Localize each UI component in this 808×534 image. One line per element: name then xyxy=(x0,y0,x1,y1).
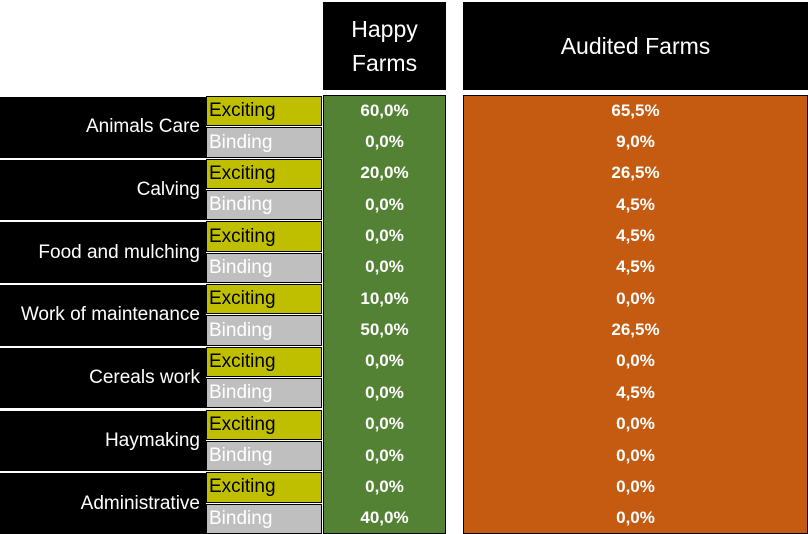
happy-value-cell: 0,0% xyxy=(365,445,404,465)
audited-value-cell: 9,0% xyxy=(616,132,655,152)
exciting-label: Exciting xyxy=(206,284,322,315)
binding-label: Binding xyxy=(206,503,322,534)
binding-label: Binding xyxy=(206,252,322,284)
happy-value-cell: 0,0% xyxy=(365,226,404,246)
audited-value-cell: 26,5% xyxy=(611,163,660,183)
exciting-label: Exciting xyxy=(206,346,322,378)
binding-label: Binding xyxy=(206,440,322,472)
happy-value-cell: 60,0% xyxy=(360,100,409,120)
exciting-label: Exciting xyxy=(206,472,322,503)
category-label: Cereals work xyxy=(0,345,206,409)
happy-value-cell: 0,0% xyxy=(365,351,404,371)
binding-label: Binding xyxy=(206,315,322,346)
category-label: Haymaking xyxy=(0,408,206,472)
happy-value-cell: 20,0% xyxy=(360,163,409,183)
binding-label: Binding xyxy=(206,190,322,221)
category-label: Work of maintenance xyxy=(0,283,206,346)
category-label: Animals Care xyxy=(0,95,206,158)
happy-farms-header-label: Happy Farms xyxy=(351,16,418,76)
audited-value-cell: 0,0% xyxy=(616,445,655,465)
category-label: Calving xyxy=(0,157,206,221)
happy-farms-column xyxy=(323,95,446,534)
audited-value-cell: 0,0% xyxy=(616,476,655,496)
happy-value-cell: 0,0% xyxy=(365,476,404,496)
exciting-label: Exciting xyxy=(206,409,322,440)
happy-value-cell: 0,0% xyxy=(365,132,404,152)
binding-label: Binding xyxy=(206,378,322,409)
category-label: Food and mulching xyxy=(0,220,206,284)
happy-value-cell: 10,0% xyxy=(360,288,409,308)
audited-value-cell: 65,5% xyxy=(611,100,660,120)
audited-value-cell: 0,0% xyxy=(616,508,655,528)
audited-value-cell: 0,0% xyxy=(616,351,655,371)
audited-farms-column xyxy=(463,95,808,534)
binding-label: Binding xyxy=(206,127,322,158)
audited-farms-header-label: Audited Farms xyxy=(560,33,711,59)
exciting-label: Exciting xyxy=(206,221,322,252)
happy-farms-header: Happy Farms xyxy=(323,2,446,90)
audited-value-cell: 4,5% xyxy=(616,257,655,277)
happy-value-cell: 0,0% xyxy=(365,257,404,277)
category-label: Administrative xyxy=(0,471,206,534)
audited-value-cell: 4,5% xyxy=(616,382,655,402)
audited-value-cell: 0,0% xyxy=(616,288,655,308)
audited-value-cell: 0,0% xyxy=(616,414,655,434)
exciting-label: Exciting xyxy=(206,158,322,190)
happy-value-cell: 0,0% xyxy=(365,382,404,402)
exciting-label: Exciting xyxy=(206,96,322,127)
happy-value-cell: 40,0% xyxy=(360,508,409,528)
happy-value-cell: 0,0% xyxy=(365,194,404,214)
happy-value-cell: 50,0% xyxy=(360,320,409,340)
audited-value-cell: 26,5% xyxy=(611,320,660,340)
audited-value-cell: 4,5% xyxy=(616,226,655,246)
audited-farms-header: Audited Farms xyxy=(463,2,808,90)
audited-value-cell: 4,5% xyxy=(616,194,655,214)
happy-value-cell: 0,0% xyxy=(365,414,404,434)
